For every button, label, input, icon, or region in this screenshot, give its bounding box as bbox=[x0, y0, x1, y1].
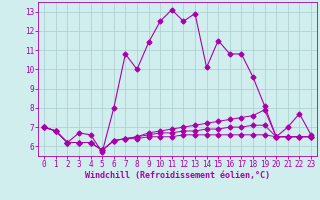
X-axis label: Windchill (Refroidissement éolien,°C): Windchill (Refroidissement éolien,°C) bbox=[85, 171, 270, 180]
